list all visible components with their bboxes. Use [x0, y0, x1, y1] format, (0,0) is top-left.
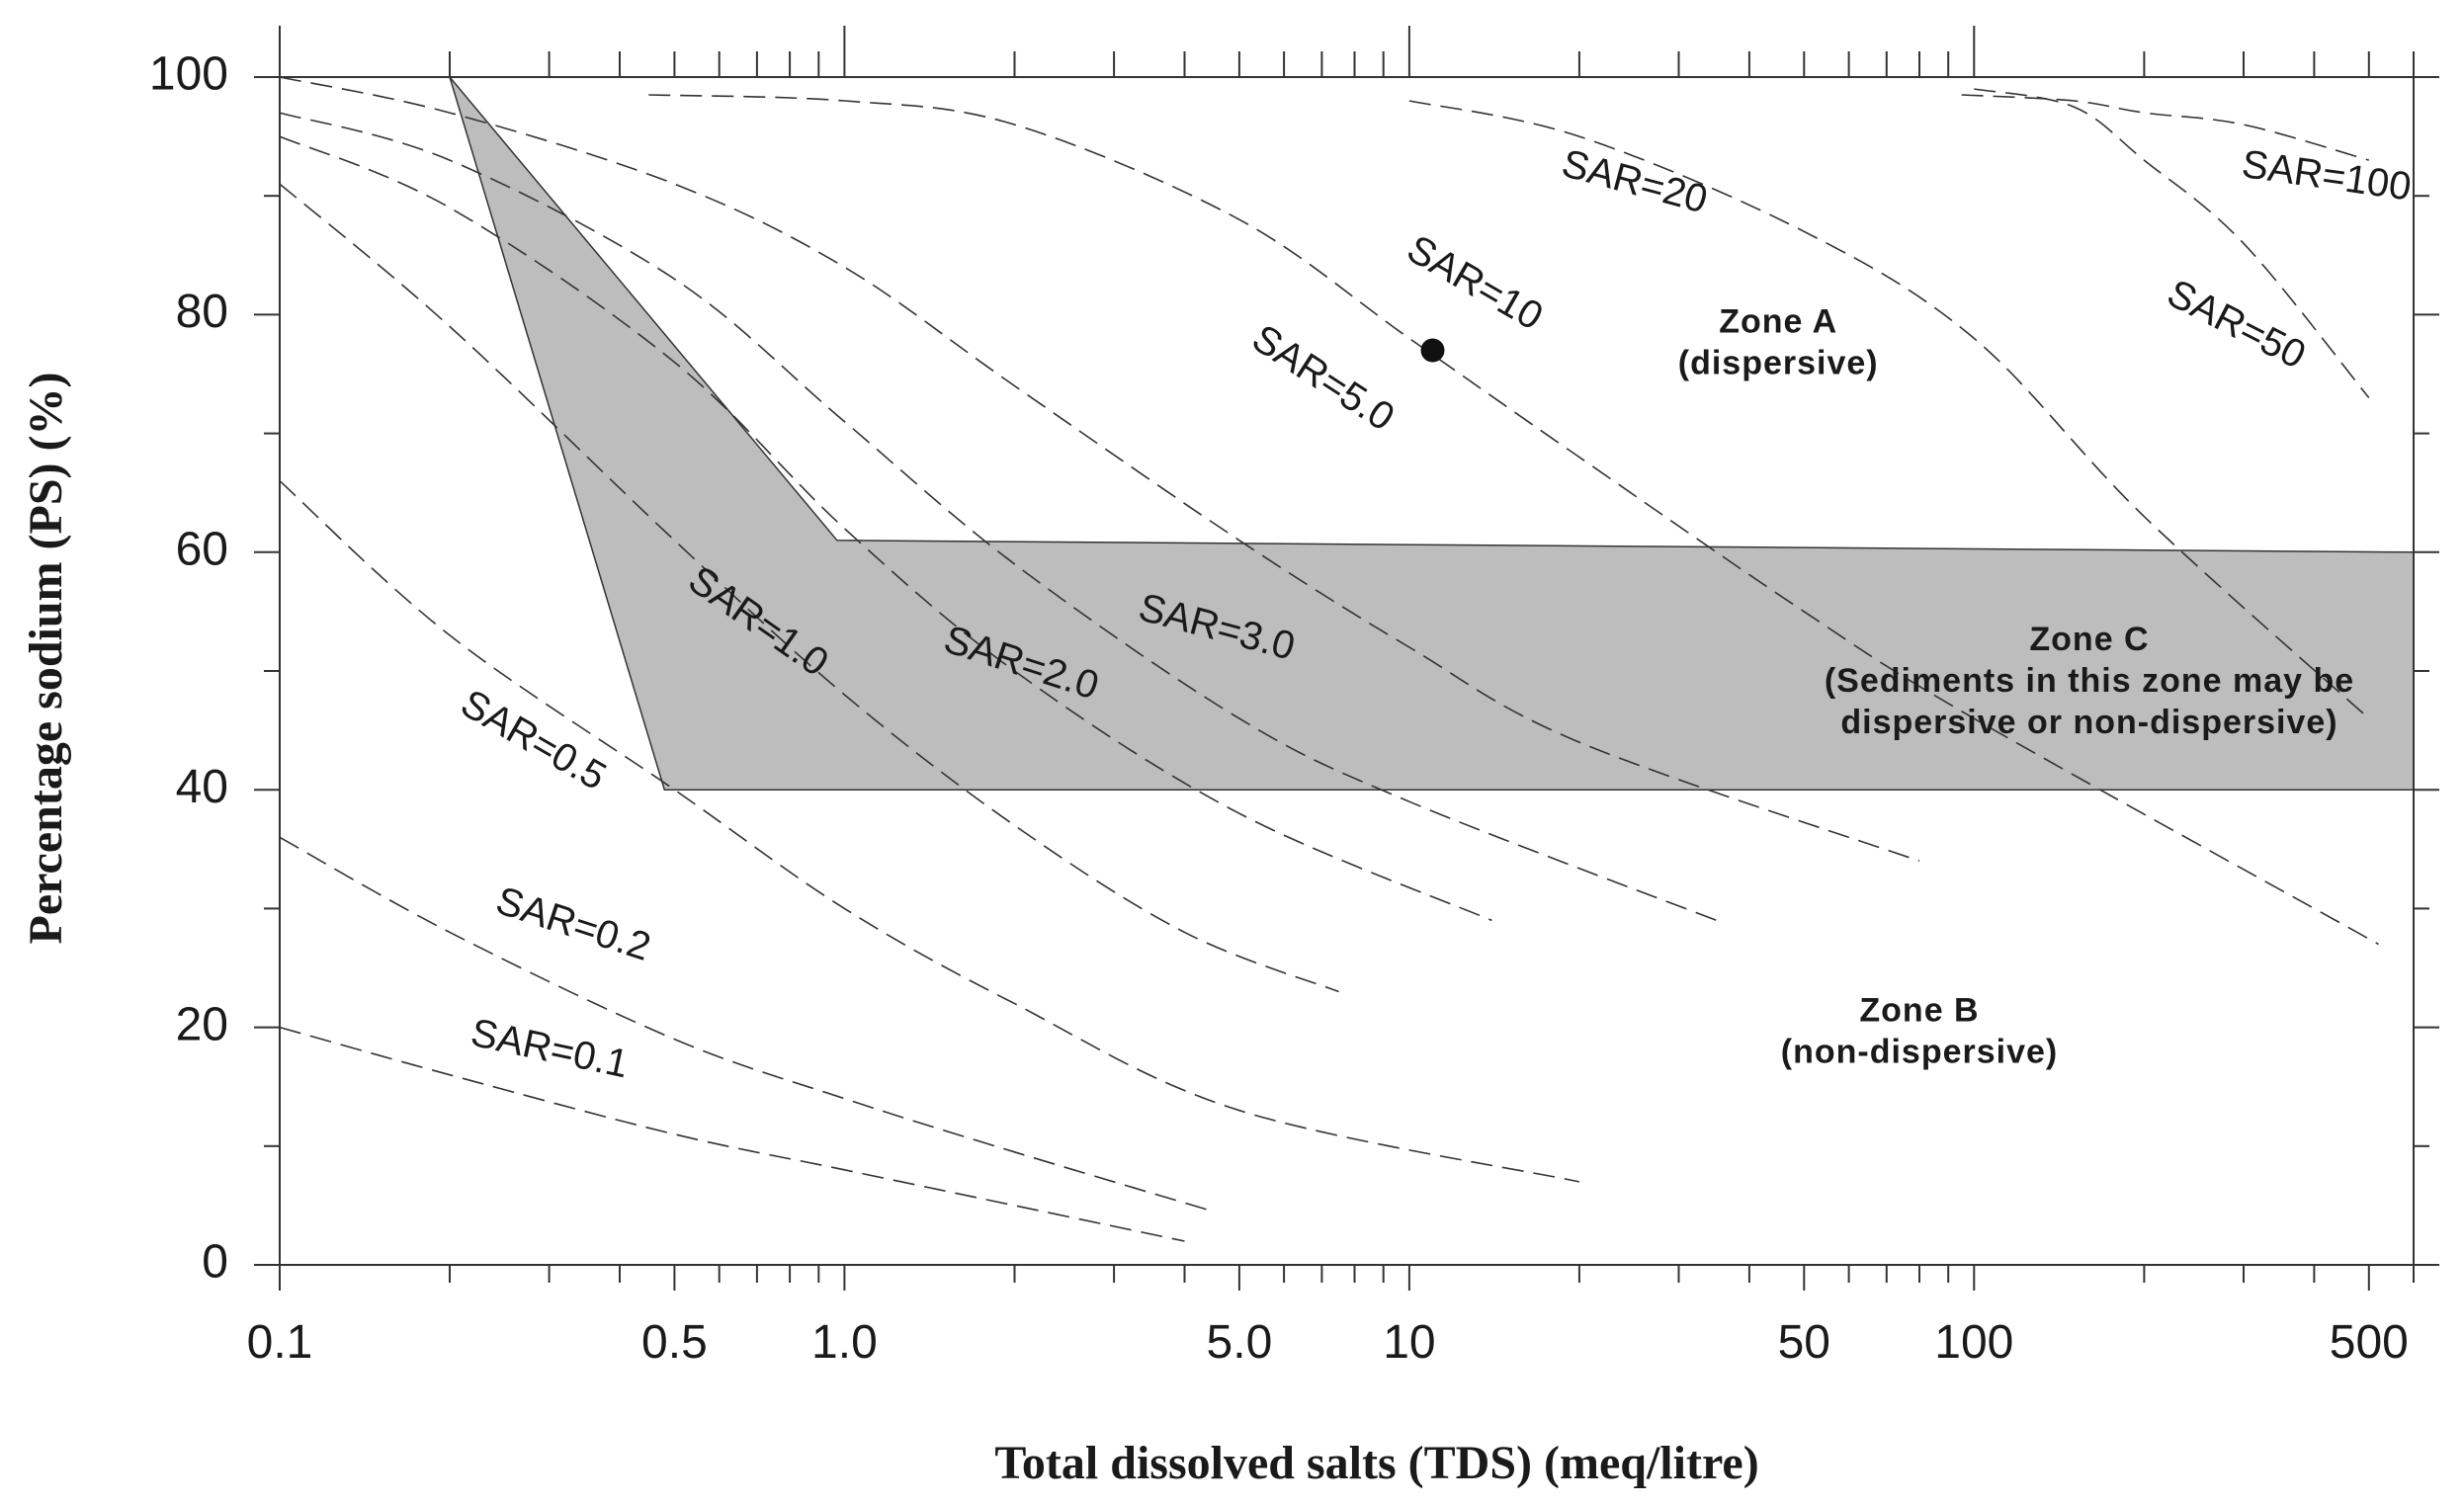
x-tick-label-7: 500 [2330, 1316, 2409, 1369]
x-tick-label-6: 100 [1934, 1316, 2013, 1369]
sar-line-5 [279, 112, 1718, 922]
sar-label-2: SAR=0.5 [454, 682, 614, 799]
x-tick-label-4: 10 [1383, 1316, 1435, 1369]
sar-line-8 [1408, 100, 2370, 719]
y-tick-label-0: 0 [202, 1236, 228, 1289]
zone-c-label-line-2: dispersive or non-dispersive) [1840, 704, 2337, 741]
sar-line-7 [648, 94, 2379, 946]
sar-line-4 [279, 135, 1492, 922]
sar-line-6 [279, 76, 1920, 863]
sar-label-1: SAR=0.2 [491, 878, 656, 969]
sar-line-10 [1961, 94, 2370, 161]
zone-b-label-line-1: (non-dispersive) [1781, 1034, 2058, 1071]
y-tick-label-4: 80 [176, 286, 228, 338]
zone-b-label-line-0: Zone B [1859, 992, 1979, 1030]
y-tick-label-2: 40 [176, 761, 228, 813]
zone-c-label-line-0: Zone C [2029, 621, 2149, 658]
zone-c-label-line-1: (Sediments in this zone may be [1825, 662, 2354, 700]
sar-line-1 [279, 836, 1214, 1213]
points-layer [1420, 338, 1445, 363]
x-axis-title: Total dissolved salts (TDS) (meq/litre) [994, 1437, 1758, 1489]
sar-lines-layer [279, 76, 2379, 1242]
x-tick-label-1: 0.5 [641, 1316, 708, 1369]
y-axis-title: Percentage sodium (PS) (%) [20, 373, 72, 945]
sample-point-0 [1420, 338, 1445, 363]
sar-label-10: SAR=100 [2239, 142, 2414, 209]
sar-label-7: SAR=10 [1400, 227, 1550, 339]
sar-line-3 [279, 183, 1339, 993]
x-tick-label-5: 50 [1778, 1316, 1830, 1369]
y-tick-label-5: 100 [149, 48, 228, 101]
x-tick-label-0: 0.1 [247, 1316, 313, 1369]
sar-label-8: SAR=20 [1558, 141, 1712, 221]
sar-line-9 [1974, 88, 2370, 399]
sar-label-9: SAR=50 [2161, 272, 2313, 377]
zone-a-label-line-0: Zone A [1719, 302, 1837, 340]
sar-label-6: SAR=5.0 [1244, 316, 1402, 440]
zone-a-label-line-1: (dispersive) [1678, 344, 1879, 381]
x-tick-label-2: 1.0 [811, 1316, 878, 1369]
y-tick-label-1: 20 [176, 998, 228, 1050]
sar-label-0: SAR=0.1 [467, 1011, 633, 1087]
sar-line-0 [279, 1026, 1185, 1242]
x-tick-label-3: 5.0 [1207, 1316, 1273, 1369]
sar-line-2 [279, 480, 1580, 1183]
y-tick-label-3: 60 [176, 523, 228, 575]
axis-ticks [254, 26, 2439, 1291]
